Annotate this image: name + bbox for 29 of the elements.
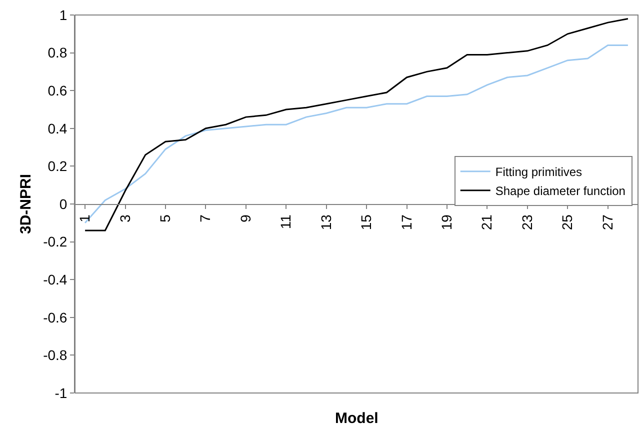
y-tick-label: 0 bbox=[59, 196, 68, 212]
x-tick-label: 1 bbox=[76, 214, 93, 222]
y-tick-label: 0.4 bbox=[48, 120, 68, 136]
legend-label: Fitting primitives bbox=[495, 165, 582, 180]
y-axis-title: 3D-NPRI bbox=[17, 174, 34, 234]
x-tick-label: 13 bbox=[318, 214, 334, 230]
x-axis-title: Model bbox=[335, 410, 378, 427]
x-tick-label: 15 bbox=[358, 214, 374, 230]
x-tick-label: 25 bbox=[559, 214, 576, 230]
x-tick-label: 5 bbox=[157, 214, 174, 222]
y-tick-label: 1 bbox=[59, 6, 68, 23]
x-tick-label: 19 bbox=[438, 214, 455, 230]
y-tick-label: -0.2 bbox=[43, 234, 68, 250]
x-tick-label: 27 bbox=[599, 214, 616, 230]
x-tick-label: 11 bbox=[278, 214, 294, 230]
x-tick-label: 21 bbox=[478, 214, 495, 230]
y-tick-label: 0.2 bbox=[48, 158, 68, 174]
x-tick-label: 17 bbox=[398, 214, 414, 230]
y-tick-label: -0.4 bbox=[43, 272, 68, 288]
y-tick-label: -0.8 bbox=[43, 347, 68, 364]
legend-label: Shape diameter function bbox=[495, 184, 626, 198]
y-tick-label: 0.8 bbox=[48, 44, 68, 61]
x-tick-label: 3 bbox=[116, 214, 133, 222]
x-tick-label: 9 bbox=[237, 214, 254, 222]
y-tick-label: -0.6 bbox=[43, 309, 68, 326]
y-tick-label: -1 bbox=[54, 384, 68, 401]
y-tick-label: 0.6 bbox=[48, 82, 68, 98]
x-tick-label: 7 bbox=[197, 214, 214, 222]
x-tick-label: 23 bbox=[518, 214, 535, 230]
